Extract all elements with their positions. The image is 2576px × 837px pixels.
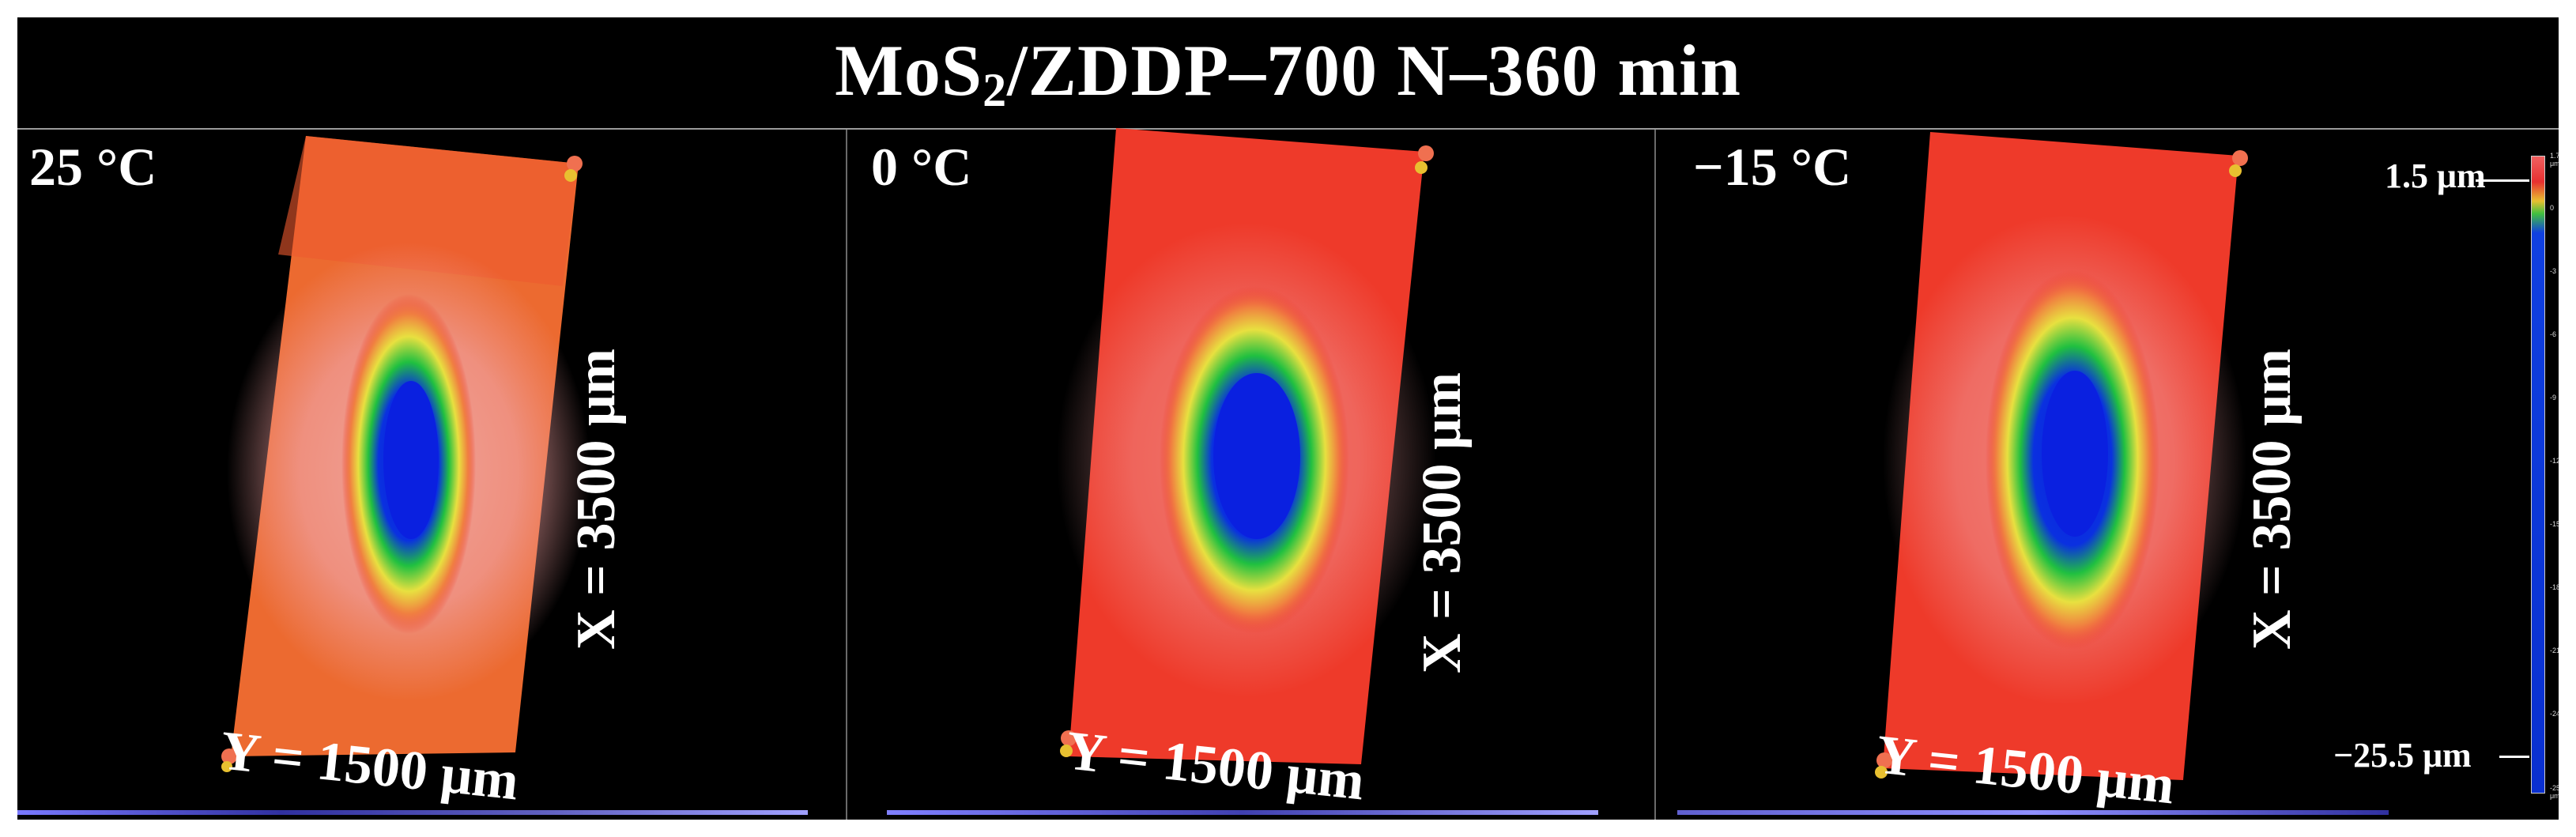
panel-divider xyxy=(846,130,847,820)
x-dimension-label: X = 3500 μm xyxy=(2242,349,2303,650)
colorbar-min-label: −25.5 μm xyxy=(2333,736,2472,775)
colorbar-min-line xyxy=(2499,756,2529,758)
wear-scar-panels: X = 3500 μm Y = 1500 μm X = 3500 μm Y = … xyxy=(217,128,2303,816)
panel-divider xyxy=(1654,130,1656,820)
panel-25c-surface xyxy=(221,136,590,772)
figure: MoS2/ZDDP–700 N–360 min xyxy=(17,17,2559,820)
colorbar-tick: -15 xyxy=(2550,520,2559,528)
panel-temperature-label: −15 °C xyxy=(1693,137,1852,197)
colorbar-tick: -6 xyxy=(2550,330,2557,338)
x-dimension-label: X = 3500 μm xyxy=(1412,372,1473,673)
bottom-artifact-strip xyxy=(1677,810,2389,815)
colorbar-tick: -3 xyxy=(2550,267,2557,275)
figure-title: MoS2/ZDDP–700 N–360 min xyxy=(835,29,1741,116)
colorbar-tick: -18 xyxy=(2550,583,2559,591)
title-bar: MoS2/ZDDP–700 N–360 min xyxy=(17,17,2559,130)
colorbar-tick: -12 xyxy=(2550,457,2559,465)
bottom-artifact-strip xyxy=(17,810,808,815)
colorbar-top-value: 1.752 μm xyxy=(2550,152,2559,168)
height-colorbar xyxy=(2531,156,2545,794)
panel-minus15c-surface xyxy=(1875,132,2248,780)
panel-0c-surface xyxy=(1057,128,1436,764)
colorbar-max-label: 1.5 μm xyxy=(2385,156,2486,195)
colorbar-tick: -24 xyxy=(2550,710,2559,718)
x-dimension-label: X = 3500 μm xyxy=(566,349,627,650)
colorbar-tick: -21 xyxy=(2550,647,2559,654)
colorbar-max-line xyxy=(2476,179,2529,182)
colorbar-bottom-value: -25.497 μm xyxy=(2550,784,2559,800)
panel-temperature-label: 0 °C xyxy=(871,137,972,197)
bottom-artifact-strip xyxy=(887,810,1598,815)
colorbar-tick: -9 xyxy=(2550,394,2557,402)
panel-temperature-label: 25 °C xyxy=(29,137,157,197)
colorbar-tick: 0 xyxy=(2550,204,2555,212)
